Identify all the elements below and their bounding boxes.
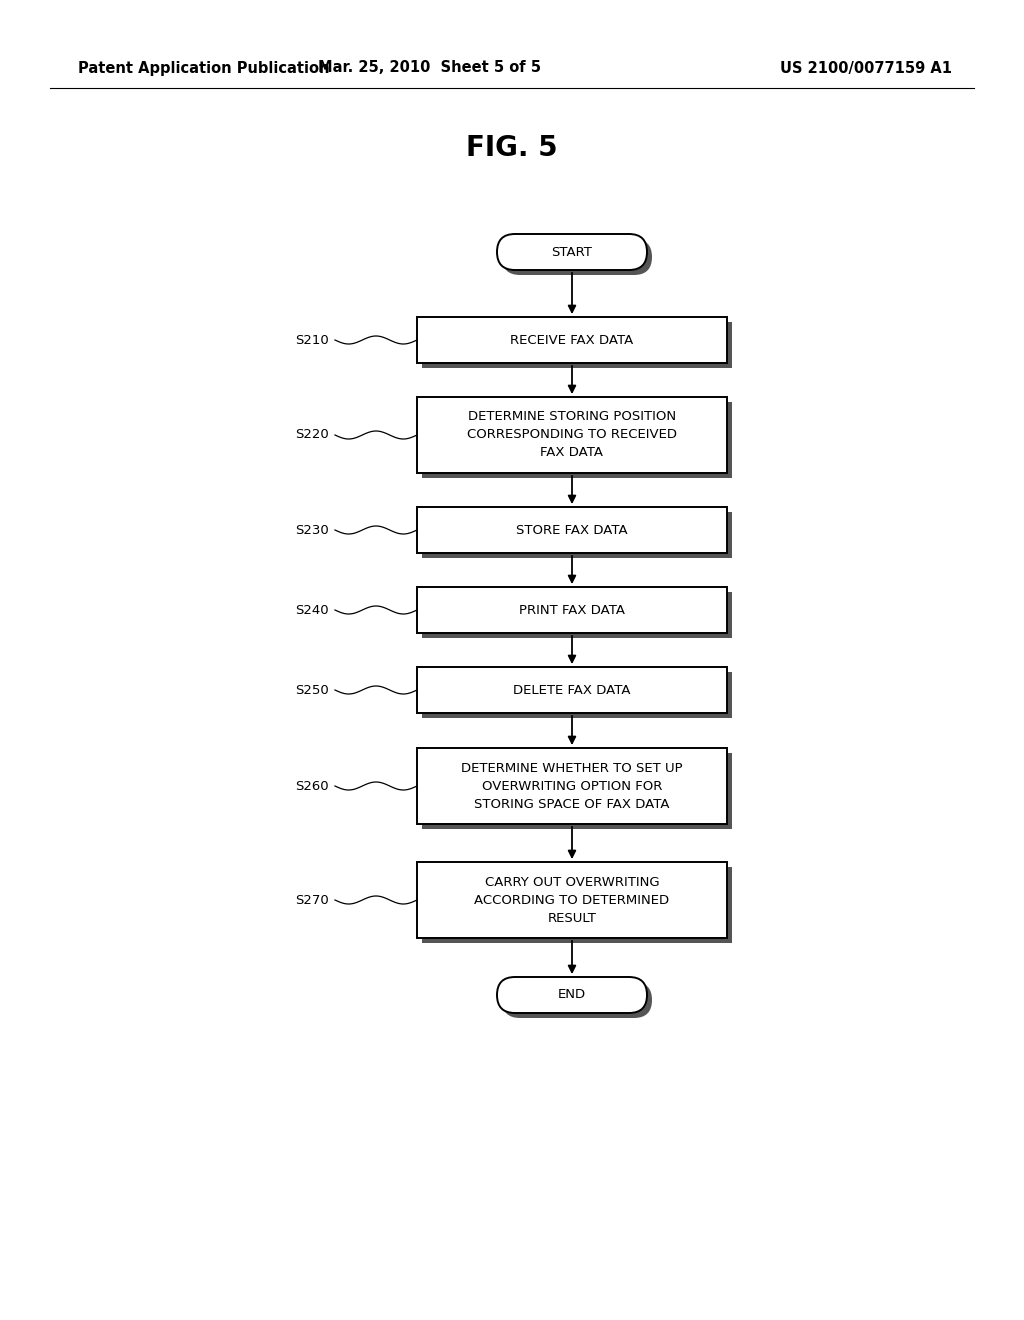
Text: Patent Application Publication: Patent Application Publication	[78, 61, 330, 75]
Bar	[422, 867, 732, 942]
FancyBboxPatch shape	[497, 234, 647, 271]
Text: S250: S250	[295, 684, 329, 697]
Text: S270: S270	[295, 894, 329, 907]
FancyBboxPatch shape	[502, 982, 652, 1018]
Text: S230: S230	[295, 524, 329, 536]
Bar	[417, 748, 727, 824]
Bar	[417, 862, 727, 939]
Text: DELETE FAX DATA: DELETE FAX DATA	[513, 684, 631, 697]
Bar	[422, 591, 732, 638]
Text: START: START	[552, 246, 593, 259]
Text: S260: S260	[295, 780, 329, 792]
Bar	[417, 667, 727, 713]
Bar	[417, 317, 727, 363]
Bar	[422, 403, 732, 478]
Text: DETERMINE WHETHER TO SET UP
OVERWRITING OPTION FOR
STORING SPACE OF FAX DATA: DETERMINE WHETHER TO SET UP OVERWRITING …	[461, 762, 683, 810]
Text: END: END	[558, 989, 586, 1002]
Bar	[417, 587, 727, 634]
FancyBboxPatch shape	[497, 977, 647, 1012]
FancyBboxPatch shape	[502, 239, 652, 275]
Bar	[422, 672, 732, 718]
Bar	[417, 507, 727, 553]
Text: CARRY OUT OVERWRITING
ACCORDING TO DETERMINED
RESULT: CARRY OUT OVERWRITING ACCORDING TO DETER…	[474, 875, 670, 924]
Text: US 2100/0077159 A1: US 2100/0077159 A1	[780, 61, 952, 75]
Text: PRINT FAX DATA: PRINT FAX DATA	[519, 603, 625, 616]
Text: S220: S220	[295, 429, 329, 441]
Text: FIG. 5: FIG. 5	[466, 135, 558, 162]
Text: STORE FAX DATA: STORE FAX DATA	[516, 524, 628, 536]
Text: DETERMINE STORING POSITION
CORRESPONDING TO RECEIVED
FAX DATA: DETERMINE STORING POSITION CORRESPONDING…	[467, 411, 677, 459]
Text: RECEIVE FAX DATA: RECEIVE FAX DATA	[510, 334, 634, 346]
Bar	[422, 752, 732, 829]
Text: S240: S240	[295, 603, 329, 616]
Text: Mar. 25, 2010  Sheet 5 of 5: Mar. 25, 2010 Sheet 5 of 5	[318, 61, 542, 75]
Bar	[422, 512, 732, 558]
Text: S210: S210	[295, 334, 329, 346]
Bar	[422, 322, 732, 368]
Bar	[417, 397, 727, 473]
